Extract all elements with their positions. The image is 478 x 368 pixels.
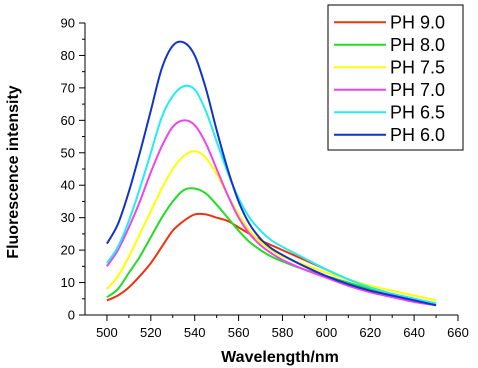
legend-label: PH 7.0 [390, 80, 445, 100]
x-tick-label: 500 [96, 325, 118, 340]
x-tick-label: 540 [184, 325, 206, 340]
x-axis: 500 520 540 560 580 600 620 640 660 [96, 315, 469, 340]
y-tick-label: 50 [61, 145, 75, 160]
series-line-ph-8-0 [106, 187, 437, 305]
y-axis: 0 10 20 30 40 50 60 70 80 90 [61, 16, 85, 323]
series-line-ph-7-0 [106, 119, 437, 307]
series-line-ph-6-0 [106, 40, 437, 307]
legend-label: PH 8.0 [390, 35, 445, 55]
series-lines [106, 40, 437, 307]
x-tick-label: 560 [228, 325, 250, 340]
x-tick-label: 600 [316, 325, 338, 340]
legend-box [327, 4, 464, 151]
legend-label: PH 6.0 [390, 125, 445, 145]
x-tick-label: 660 [447, 325, 469, 340]
y-tick-label: 90 [61, 16, 75, 31]
y-tick-label: 40 [61, 178, 75, 193]
y-tick-label: 0 [68, 308, 75, 323]
y-tick-label: 60 [61, 113, 75, 128]
y-axis-title: Fluorescence intensity [5, 85, 22, 258]
y-tick-label: 10 [61, 275, 75, 290]
legend-label: PH 7.5 [390, 57, 445, 77]
x-tick-label: 640 [403, 325, 425, 340]
x-axis-title: Wavelength/nm [221, 349, 339, 366]
y-tick-label: 80 [61, 48, 75, 63]
x-tick-label: 620 [359, 325, 381, 340]
y-tick-label: 30 [61, 210, 75, 225]
legend: PH 9.0 PH 8.0PH 7.5 PH 7.0PH 6.5 PH 6.0 [327, 4, 464, 151]
y-tick-label: 20 [61, 243, 75, 258]
y-tick-label: 70 [61, 80, 75, 95]
legend-label: PH 6.5 [390, 102, 445, 122]
x-tick-label: 520 [140, 325, 162, 340]
x-tick-label: 580 [272, 325, 294, 340]
legend-label: PH 9.0 [390, 12, 445, 32]
